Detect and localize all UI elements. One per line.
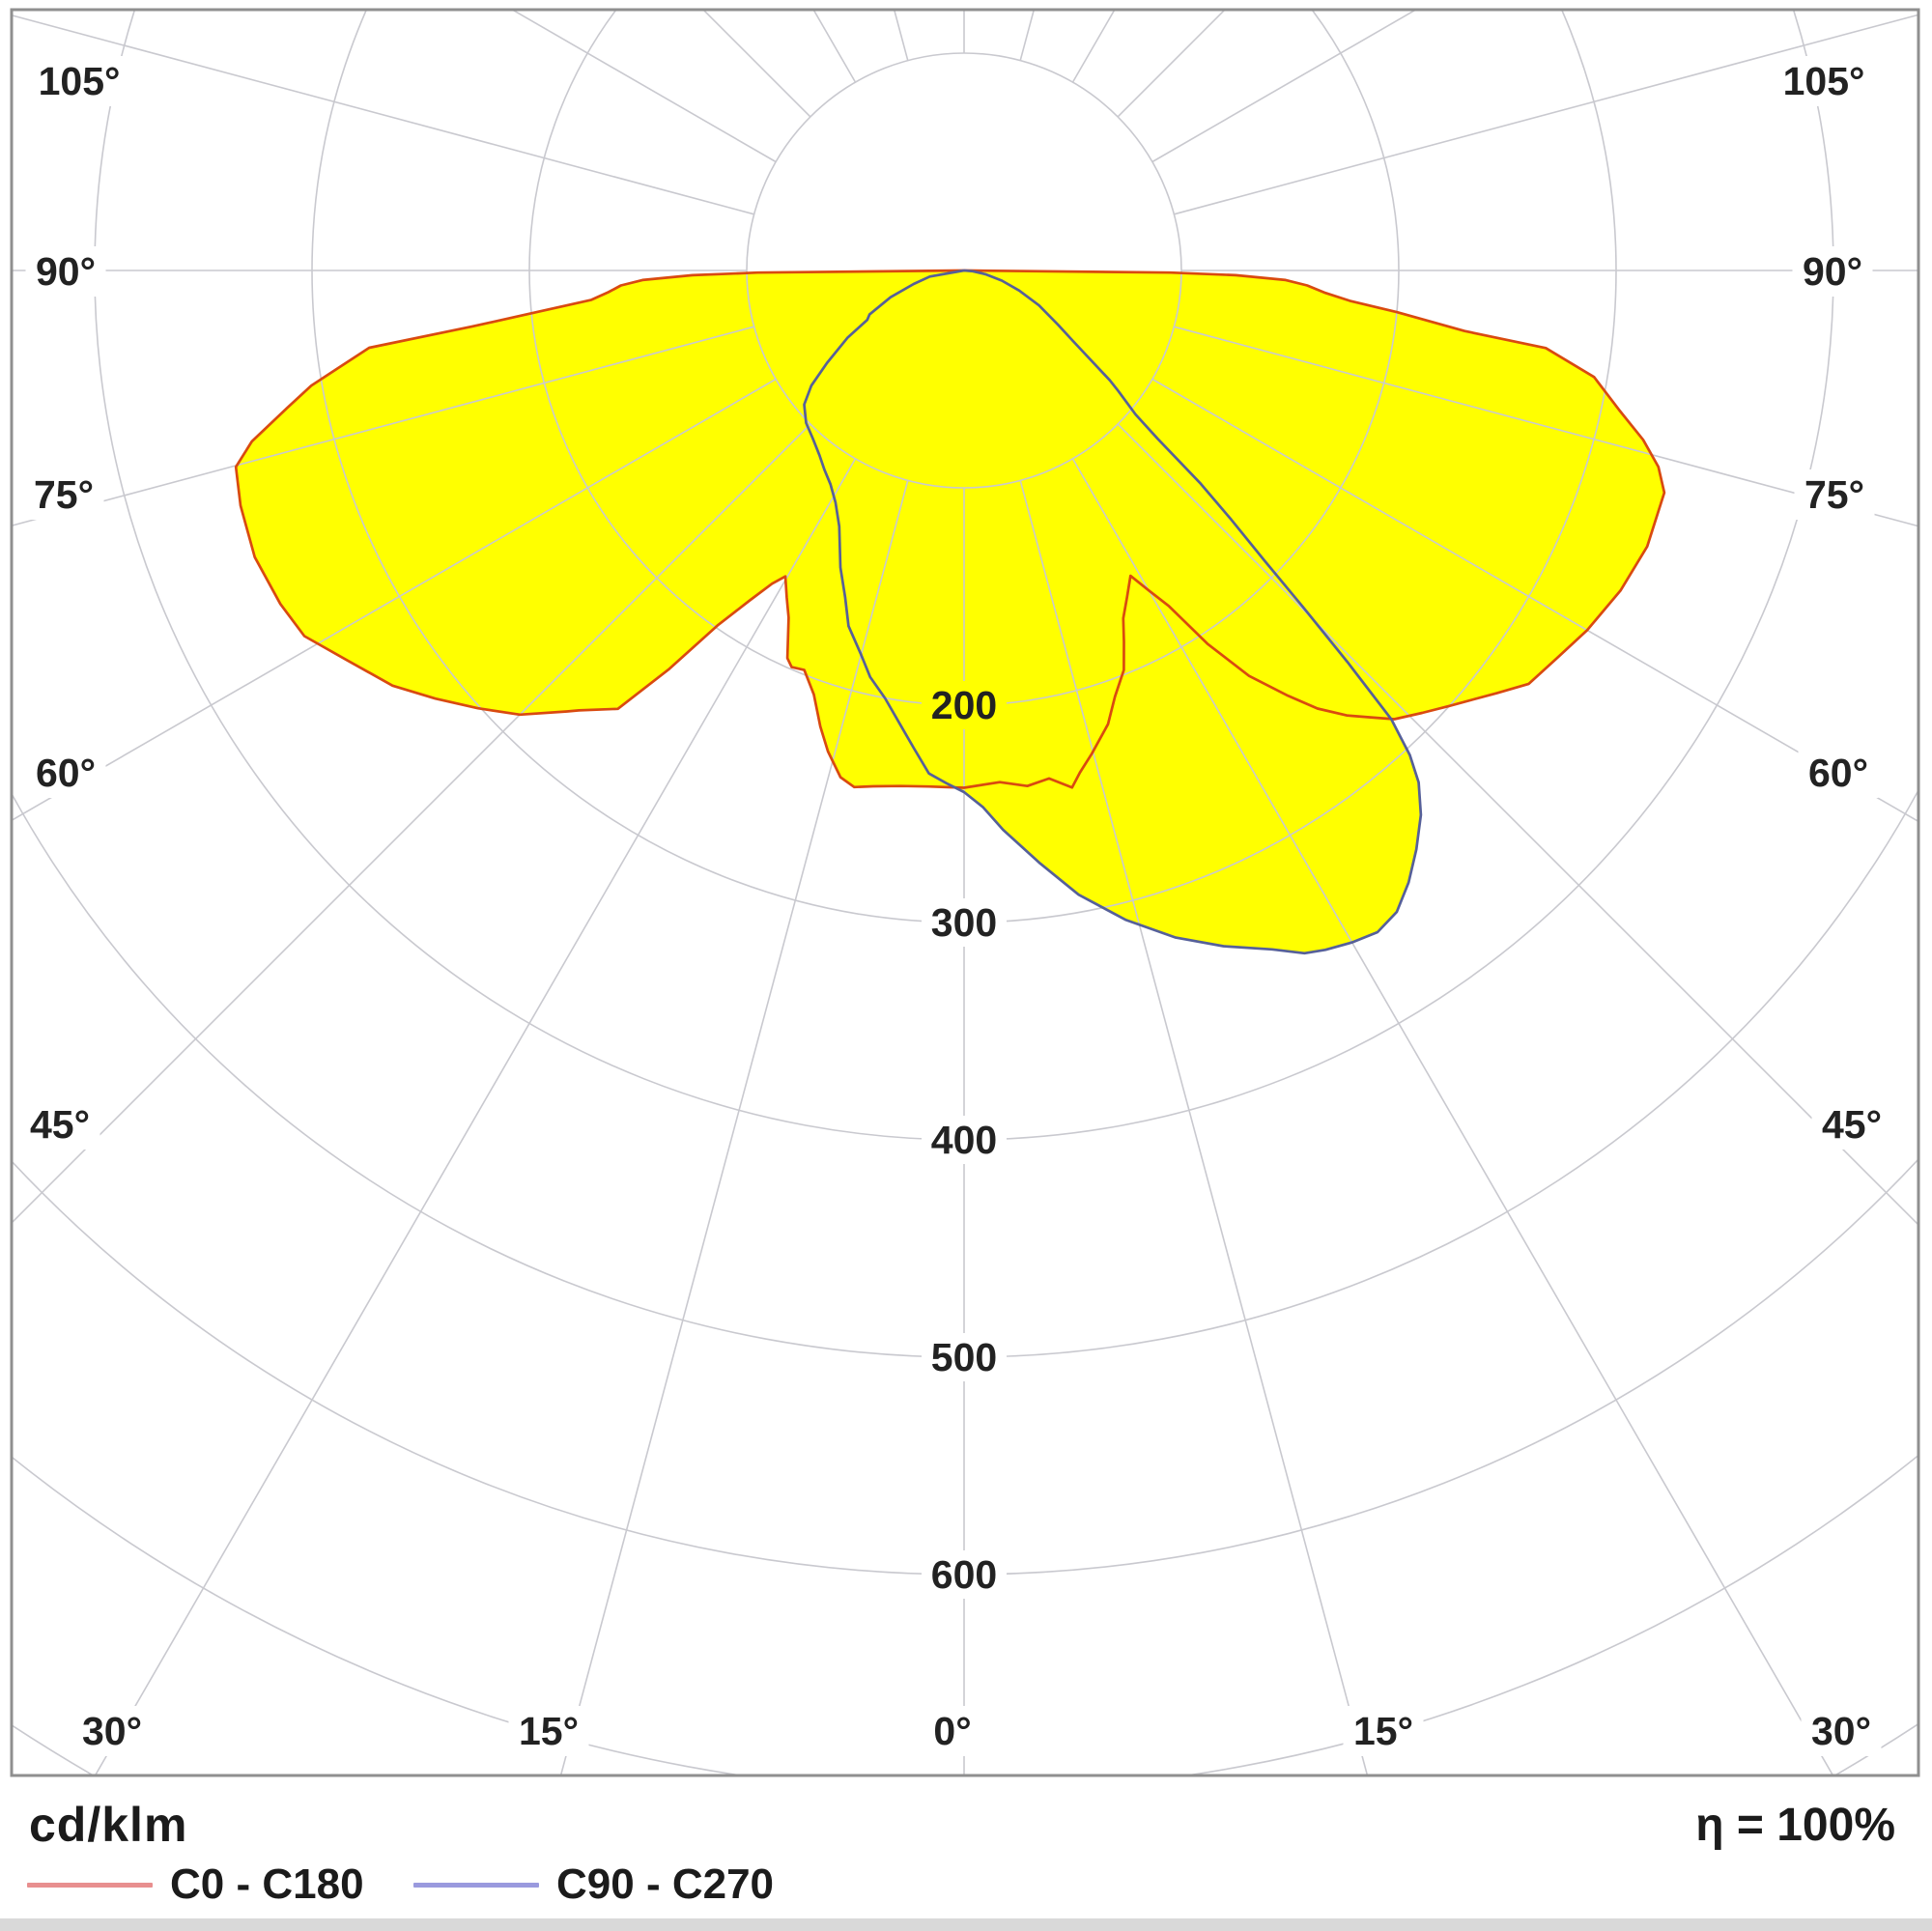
grid-radial-285 — [13, 326, 754, 526]
angle-label: 30° — [1811, 1709, 1871, 1753]
unit-label: cd/klm — [29, 1798, 188, 1852]
grid-radial-345 — [559, 480, 909, 1775]
angle-label: 105° — [1783, 59, 1865, 103]
grid-radial-60 — [1151, 378, 1918, 822]
angle-label-bg — [19, 1099, 100, 1150]
angle-label-bg — [508, 1706, 589, 1756]
legend-item-c0-c180: C0 - C180 — [27, 1860, 364, 1908]
angle-label-bg — [25, 246, 106, 297]
efficiency-label: η = 100% — [1695, 1800, 1895, 1851]
angle-label: 0° — [933, 1709, 971, 1753]
grid-radial-75 — [1174, 326, 1918, 527]
window-bottom-strip — [0, 1918, 1932, 1931]
ring-label: 500 — [931, 1335, 997, 1379]
c90-c270-curve — [803, 269, 1423, 955]
ring-label-bg — [922, 898, 1007, 947]
legend-item-c90-c270: C90 - C270 — [413, 1860, 775, 1908]
grid-radial-30 — [1071, 458, 1833, 1775]
angle-label-bg — [23, 469, 104, 520]
angle-label: 15° — [1353, 1709, 1413, 1753]
angle-label: 90° — [36, 249, 96, 294]
angle-label-bg — [1343, 1706, 1424, 1756]
angle-label: 105° — [39, 59, 121, 103]
angle-label-bg — [1798, 748, 1879, 798]
angle-label-bg — [25, 748, 106, 798]
angle-label: 75° — [34, 472, 94, 517]
grid-radial-300 — [13, 378, 777, 821]
angle-label: 30° — [82, 1709, 142, 1753]
ring-label: 300 — [931, 900, 997, 945]
angle-label-bg — [1792, 246, 1873, 297]
ring-label-bg — [922, 1116, 1007, 1164]
angle-label: 60° — [1808, 751, 1868, 795]
legend-label-c0-c180: C0 - C180 — [170, 1860, 364, 1908]
grid-radial-315 — [13, 423, 811, 1224]
angle-label-bg — [1773, 56, 1875, 106]
angle-label-bg — [923, 1706, 981, 1756]
c0-c180-legend-line-icon — [27, 1882, 153, 1888]
ring-label-bg — [922, 1333, 1007, 1381]
grid-radial-15 — [1019, 480, 1369, 1775]
c90-c270-legend-line-icon — [413, 1882, 539, 1888]
angle-label: 90° — [1803, 249, 1862, 294]
ring-label: 200 — [931, 683, 997, 727]
angle-label: 45° — [30, 1102, 90, 1147]
ring-label-bg — [922, 1550, 1007, 1599]
grid-radial-255 — [13, 14, 754, 215]
angle-label-bg — [28, 56, 130, 106]
angle-label-bg — [1801, 1706, 1882, 1756]
angle-label: 15° — [519, 1709, 579, 1753]
legend-label-c90-c270: C90 - C270 — [556, 1860, 775, 1908]
angle-label: 60° — [36, 751, 96, 795]
ring-label: 600 — [931, 1552, 997, 1597]
angle-label-bg — [1811, 1099, 1892, 1150]
angle-label: 45° — [1822, 1102, 1882, 1147]
c0-c180-curve — [234, 269, 1666, 789]
angle-label: 75° — [1804, 472, 1864, 517]
angle-label-bg — [71, 1706, 153, 1756]
ring-label-bg — [922, 681, 1007, 729]
chart-frame — [10, 8, 1920, 1777]
grid-radial-330 — [95, 458, 857, 1775]
distribution-fill-c90-c270 — [804, 270, 1421, 953]
ring-label: 400 — [931, 1118, 997, 1162]
grid-radial-105 — [1174, 14, 1918, 215]
angle-label-bg — [1794, 469, 1875, 520]
